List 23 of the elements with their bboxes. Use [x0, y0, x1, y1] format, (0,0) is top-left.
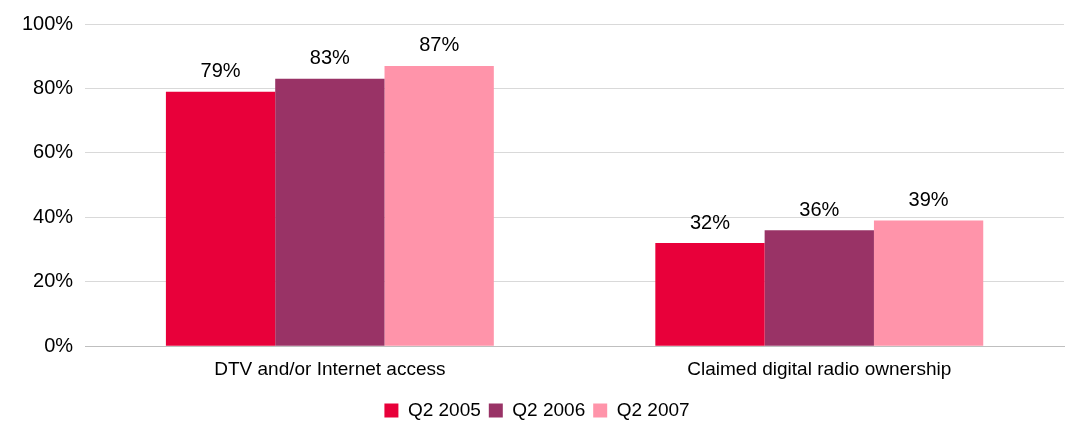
data-label: 39% [908, 188, 949, 211]
x-tick-label: Claimed digital radio ownership [687, 357, 952, 379]
y-tick-label: 20% [33, 269, 74, 292]
bar [873, 220, 984, 346]
legend-label: Q2 2007 [616, 398, 690, 420]
data-label: 83% [309, 46, 351, 69]
y-tick-label: 0% [44, 333, 74, 356]
bar [165, 91, 276, 346]
legend-label: Q2 2005 [407, 398, 481, 420]
bar [655, 243, 765, 346]
bar [384, 65, 494, 346]
data-label: 79% [200, 59, 241, 82]
y-tick-label: 40% [33, 204, 74, 227]
data-label: 32% [689, 210, 731, 233]
y-tick-label: 60% [33, 140, 74, 163]
bar [764, 230, 874, 346]
bar [275, 78, 385, 346]
y-tick-label: 80% [33, 75, 74, 98]
data-label: 36% [799, 197, 840, 220]
y-tick-label: 100% [22, 11, 74, 34]
legend-label: Q2 2006 [512, 398, 586, 420]
data-label: 87% [419, 33, 460, 56]
x-tick-label: DTV and/or Internet access [214, 357, 446, 379]
